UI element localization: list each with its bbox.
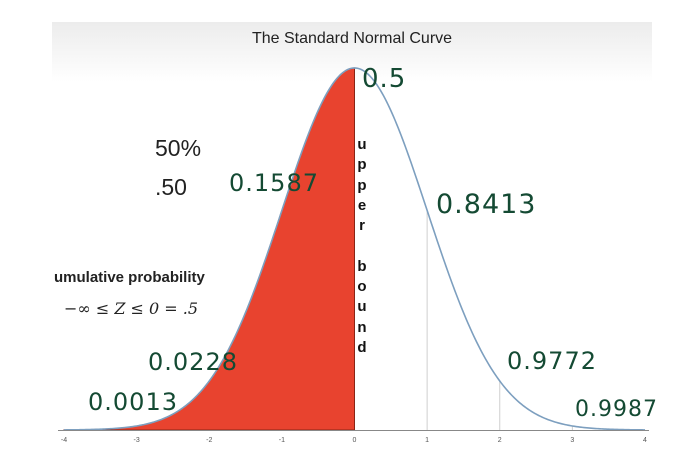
- inequality-label: −∞ ≤ Z ≤ 0 = .5: [64, 299, 199, 318]
- decimal-label: .50: [155, 174, 187, 200]
- x-tick-label-6: 2: [498, 437, 502, 444]
- x-tick-label-2: -2: [206, 437, 212, 444]
- percent-label: 50%: [155, 135, 202, 161]
- handwritten-0-9987: 0.9987: [575, 397, 658, 422]
- handwritten-0-5: 0.5: [362, 64, 407, 94]
- vertical-letter: p: [357, 156, 367, 174]
- x-tick-label-7: 3: [570, 437, 574, 444]
- vertical-letter: e: [357, 196, 367, 214]
- normal-curve-line: [63, 67, 646, 431]
- cumulative-probability-label: umulative probability: [54, 269, 205, 286]
- x-tick-label-1: -3: [134, 437, 140, 444]
- vertical-letter: u: [357, 298, 367, 316]
- handwritten-0-8413: 0.8413: [436, 189, 537, 220]
- x-tick-label-4: 0: [353, 437, 357, 444]
- handwritten-0-0228: 0.0228: [148, 348, 238, 376]
- vertical-letter: r: [359, 217, 365, 235]
- vertical-letter: p: [357, 176, 367, 194]
- handwritten-0-0013: 0.0013: [88, 388, 178, 416]
- handwritten-0-1587: 0.1587: [229, 169, 319, 197]
- handwritten-0-9772: 0.9772: [507, 347, 597, 375]
- x-tick-label-5: 1: [425, 437, 429, 444]
- vertical-letter: b: [357, 257, 367, 275]
- x-tick-label-0: -4: [61, 437, 67, 444]
- x-tick-labels: -4 -3 -2 -1 0 1 2 3 4: [61, 437, 647, 444]
- chart-title: The Standard Normal Curve: [251, 30, 453, 47]
- vertical-letter: n: [357, 318, 367, 336]
- x-tick-label-3: -1: [279, 437, 285, 444]
- x-tick-label-8: 4: [643, 437, 647, 444]
- vertical-letter: o: [357, 278, 367, 296]
- vertical-letter: d: [357, 339, 367, 356]
- vertical-letter: u: [357, 136, 367, 153]
